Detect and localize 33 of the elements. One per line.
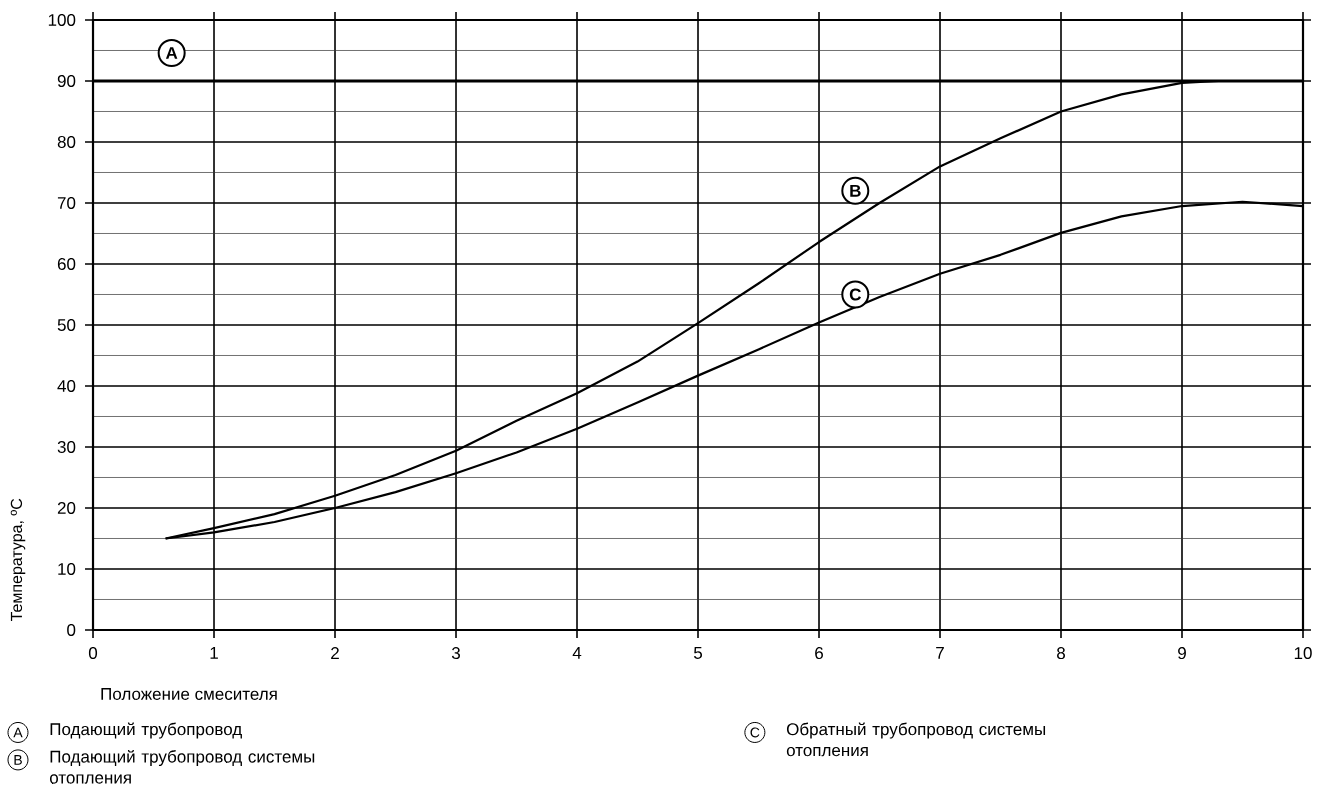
x-tick-label: 3 xyxy=(451,647,460,660)
x-axis-title: Положение смесителя xyxy=(101,688,277,700)
x-tick-label: 2 xyxy=(331,647,339,659)
y-axis-title: Температура, ºC xyxy=(10,498,26,622)
y-tick-label: 30 xyxy=(57,440,76,453)
text: A xyxy=(13,727,23,738)
y-tick-label: 20 xyxy=(57,501,76,514)
text: Обратный трубопровод системы отопления xyxy=(786,722,1046,757)
y-tick-label: 60 xyxy=(57,257,76,270)
y-tick-label: 40 xyxy=(57,379,76,392)
y-tick-label: 80 xyxy=(57,135,76,148)
y-tick-label: 10 xyxy=(58,562,76,575)
y-tick-label: 0 xyxy=(67,623,76,636)
x-tick-label: 4 xyxy=(572,647,582,659)
text: C xyxy=(750,727,760,738)
x-tick-label: 5 xyxy=(693,647,703,659)
x-tick-label: 1 xyxy=(210,647,218,659)
x-tick-label: 0 xyxy=(88,647,98,660)
x-tick-label: 9 xyxy=(1178,647,1186,660)
text: Подающий трубопровод xyxy=(50,722,242,739)
y-tick-label: 50 xyxy=(57,318,76,331)
x-tick-label: 6 xyxy=(815,647,823,660)
y-tick-label: 90 xyxy=(57,74,76,87)
legend-label: A xyxy=(165,47,178,59)
x-tick-label: 7 xyxy=(936,647,944,659)
y-tick-label: 70 xyxy=(57,196,76,209)
x-tick-label: 8 xyxy=(1057,647,1065,660)
y-tick-label: 100 xyxy=(48,13,76,26)
text: B xyxy=(14,755,22,765)
legend-label: C xyxy=(849,288,861,301)
text: Подающий трубопровод системы отопления xyxy=(49,749,315,784)
x-tick-label: 10 xyxy=(1294,647,1312,660)
legend-label: B xyxy=(850,184,861,197)
